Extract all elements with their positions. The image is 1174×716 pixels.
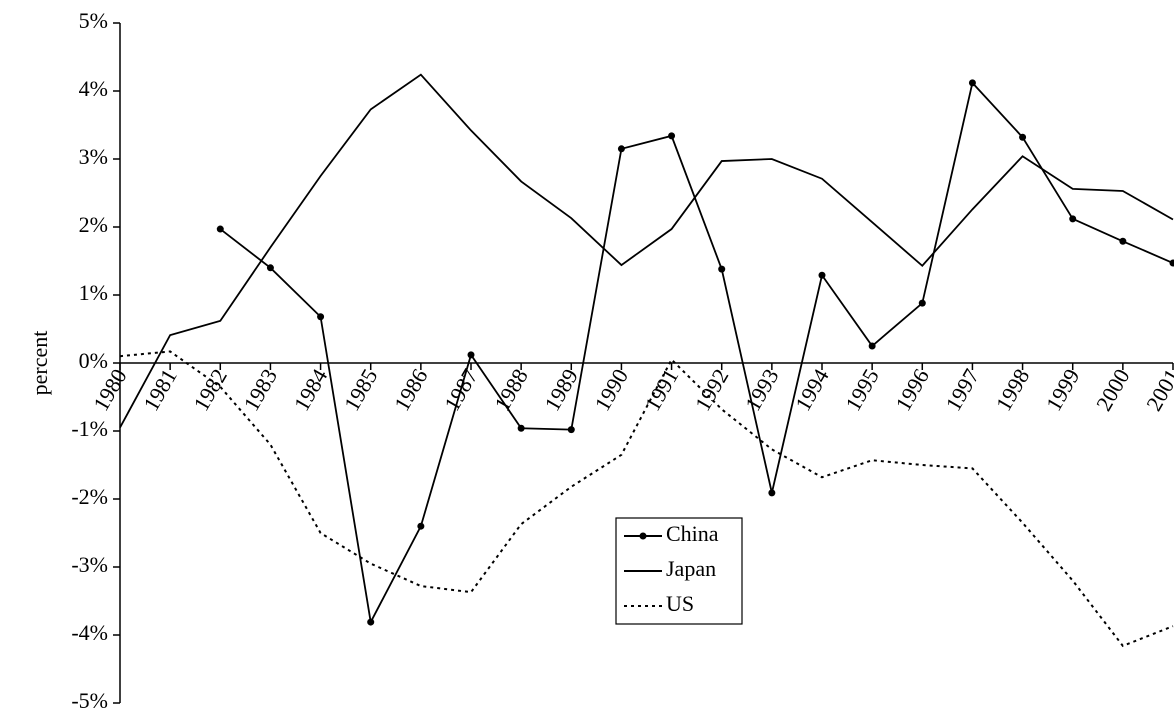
- x-tick-label: 2001: [1141, 364, 1174, 415]
- x-tick-label: 1993: [740, 364, 784, 415]
- series-marker: [668, 132, 676, 140]
- series-marker: [567, 426, 575, 434]
- y-axis-label: percent: [27, 331, 52, 396]
- y-tick-label: 3%: [79, 144, 108, 169]
- series-marker: [868, 342, 876, 350]
- x-tick-label: 1985: [339, 364, 383, 415]
- series-marker: [367, 618, 375, 626]
- series-marker: [617, 145, 625, 153]
- series-line: [119, 350, 1174, 648]
- series-marker: [968, 79, 976, 87]
- series-marker: [768, 489, 776, 497]
- x-tick-label: 1982: [188, 364, 232, 415]
- x-tick-label: 1998: [991, 364, 1035, 415]
- x-tick-label: 2000: [1091, 364, 1135, 415]
- y-tick-label: 5%: [79, 8, 108, 33]
- y-tick-label: -4%: [71, 620, 108, 645]
- x-tick-label: 1992: [690, 364, 734, 415]
- x-tick-label: 1996: [890, 364, 934, 415]
- y-tick-label: -5%: [71, 688, 108, 713]
- x-tick-label: 1986: [389, 364, 433, 415]
- x-tick-label: 1984: [289, 364, 333, 415]
- legend-marker: [639, 532, 647, 540]
- y-tick-label: -3%: [71, 552, 108, 577]
- x-tick-label: 1983: [238, 364, 282, 415]
- series-marker: [317, 313, 325, 321]
- series-marker: [1169, 259, 1174, 267]
- x-tick-label: 1989: [539, 364, 583, 415]
- y-tick-label: 4%: [79, 76, 108, 101]
- x-tick-label: 1997: [940, 364, 984, 415]
- series-marker: [1019, 133, 1027, 141]
- x-tick-label: 1994: [790, 364, 834, 415]
- series-marker: [818, 271, 826, 279]
- x-tick-label: 1990: [589, 364, 633, 415]
- x-tick-label: 1999: [1041, 364, 1085, 415]
- y-tick-label: -2%: [71, 484, 108, 509]
- series-marker: [467, 351, 475, 359]
- x-tick-label: 1981: [138, 364, 182, 415]
- legend-label: US: [666, 591, 694, 616]
- series-marker: [216, 225, 224, 233]
- legend: China Japan US: [615, 517, 743, 625]
- series-marker: [417, 522, 425, 530]
- legend-label: Japan: [666, 556, 716, 581]
- y-tick-label: 2%: [79, 212, 108, 237]
- x-tick-label: 1995: [840, 364, 884, 415]
- series-marker: [266, 264, 274, 272]
- y-tick-label: -1%: [71, 416, 108, 441]
- series-marker: [1069, 215, 1077, 223]
- series-line: [219, 80, 1174, 625]
- y-tick-label: 0%: [79, 348, 108, 373]
- series-marker: [1119, 237, 1127, 245]
- x-tick-label: 1991: [640, 364, 684, 415]
- y-tick-label: 1%: [79, 280, 108, 305]
- series-marker: [517, 424, 525, 432]
- series-marker: [918, 299, 926, 307]
- legend-label: China: [666, 521, 719, 546]
- series-marker: [718, 265, 726, 273]
- series-line: [119, 73, 1174, 429]
